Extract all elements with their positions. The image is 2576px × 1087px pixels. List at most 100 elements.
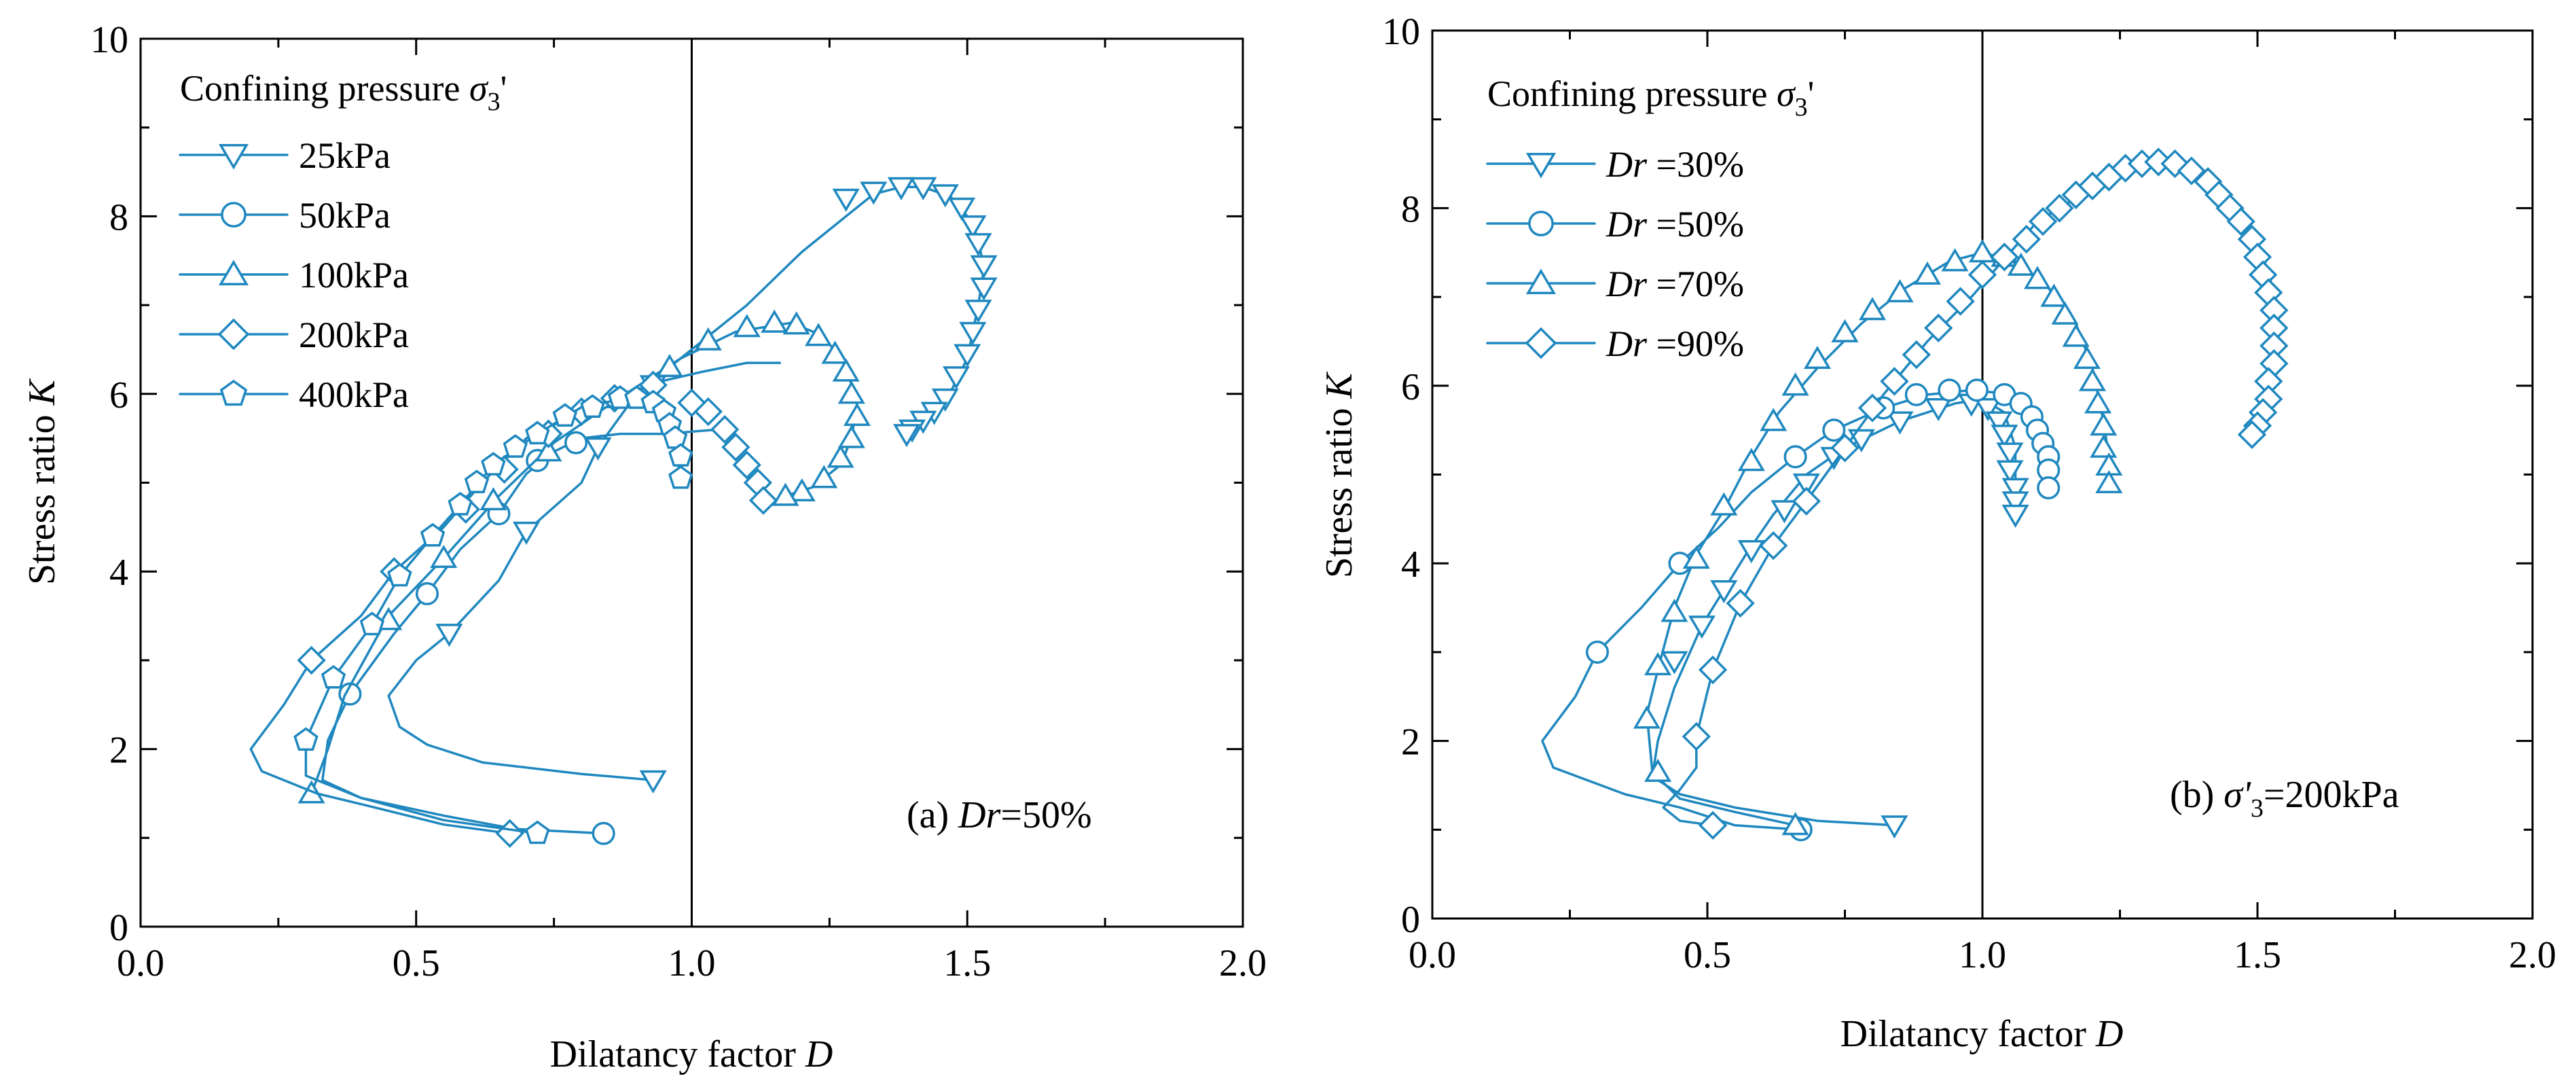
- legend-marker: [1525, 327, 1557, 359]
- data-point: [788, 478, 816, 502]
- data-point: [525, 820, 550, 844]
- data-point: [748, 486, 778, 515]
- legend-label: 400kPa: [299, 374, 409, 415]
- legend-item: Dr =50%: [1486, 204, 1744, 245]
- series-diamond: [1662, 147, 2289, 840]
- data-point: [887, 177, 915, 200]
- data-point: [1661, 599, 1688, 622]
- data-point: [827, 444, 854, 468]
- data-point: [2007, 252, 2035, 276]
- legend-item: 400kPa: [179, 374, 409, 415]
- x-tick-label: 0.5: [1684, 934, 1731, 976]
- data-point: [359, 611, 385, 636]
- x-tick-label: 1.0: [668, 942, 716, 984]
- data-point: [931, 388, 959, 412]
- data-point: [1792, 474, 1820, 497]
- legend-marker: [218, 260, 249, 286]
- data-point: [1886, 411, 1914, 435]
- data-point: [1880, 367, 1909, 396]
- legend-label: Dr =30%: [1606, 144, 1744, 185]
- data-point: [964, 300, 992, 323]
- legend-label: Dr =50%: [1606, 204, 1744, 245]
- data-point: [1682, 721, 1711, 751]
- data-point: [592, 821, 615, 845]
- panel-b-legend: Dr =30% Dr =50% Dr =70% Dr =90%: [1486, 144, 1744, 364]
- y-tick-label: 10: [90, 19, 128, 61]
- legend-item: 50kPa: [179, 195, 391, 236]
- data-point: [832, 188, 860, 212]
- data-point: [2001, 491, 2029, 515]
- legend-item: Dr =90%: [1486, 323, 1744, 364]
- data-point: [435, 624, 463, 647]
- x-tick-label: 0.0: [1409, 934, 1456, 976]
- data-point: [479, 487, 507, 511]
- legend-label: Dr =70%: [1606, 264, 1744, 304]
- data-point: [1781, 372, 1809, 396]
- data-point: [782, 311, 810, 335]
- data-point: [2023, 266, 2052, 289]
- data-point: [2001, 478, 2029, 501]
- data-point: [948, 197, 976, 221]
- data-point: [512, 521, 541, 545]
- panel-a-ticks: 0.0 0.5 1.0 1.5 2.0 0 2 4 6 8 10: [90, 19, 1267, 984]
- legend-marker: [218, 144, 249, 170]
- panel-a-legend: 25kPa 50kPa 100kPa 200kPa 400kPa: [179, 135, 409, 415]
- legend-marker: [221, 202, 247, 228]
- data-point: [1698, 655, 1728, 685]
- x-tick-label: 2.0: [2509, 934, 2556, 976]
- panel-b-series: [1541, 147, 2289, 842]
- data-point: [2012, 224, 2041, 254]
- data-point: [959, 215, 987, 239]
- legend-label: 50kPa: [299, 195, 391, 236]
- legend-marker: [1525, 153, 1557, 179]
- data-point: [1792, 486, 1821, 516]
- data-point: [1759, 531, 1788, 560]
- data-point: [525, 421, 550, 445]
- x-tick-label: 2.0: [1219, 942, 1267, 984]
- data-point: [1974, 397, 2002, 422]
- y-tick-label: 0: [1401, 899, 1420, 941]
- panel-b-annotation: (b) σ'3=200kPa: [2170, 774, 2399, 823]
- data-point: [837, 425, 865, 448]
- y-tick-label: 4: [1401, 544, 1420, 586]
- data-point: [805, 323, 833, 346]
- y-tick-label: 0: [109, 907, 128, 949]
- data-point: [655, 353, 684, 378]
- data-point: [1886, 279, 1914, 303]
- data-point: [693, 397, 723, 427]
- data-point: [832, 358, 860, 382]
- data-point: [534, 438, 562, 462]
- data-point: [1925, 397, 1953, 422]
- x-tick-label: 0.0: [117, 942, 164, 984]
- data-point: [1688, 616, 1716, 639]
- panel-b-x-axis-label: Dilatancy factor D: [1840, 1013, 2124, 1055]
- data-point: [1881, 815, 1908, 839]
- data-point: [2160, 149, 2190, 179]
- data-point: [860, 181, 888, 205]
- data-point: [321, 664, 346, 689]
- legend-item: Dr =30%: [1486, 144, 1744, 185]
- series-pentagon: [293, 385, 693, 844]
- data-point: [710, 414, 740, 444]
- data-point: [1991, 425, 2018, 448]
- x-tick-label: 1.0: [1959, 934, 2006, 976]
- legend-marker: [1525, 268, 1557, 295]
- legend-label: 25kPa: [299, 135, 391, 176]
- data-point: [639, 770, 667, 794]
- x-tick-label: 1.5: [943, 942, 991, 984]
- panel-b: 0.0 0.5 1.0 1.5 2.0 0 2 4 6 8 10 Dilatancy factor …: [1318, 11, 2556, 1055]
- panel-b-ticks: 0.0 0.5 1.0 1.5 2.0 0 2 4 6 8 10: [1382, 11, 2556, 976]
- data-point: [2037, 476, 2061, 500]
- legend-item: 200kPa: [179, 315, 409, 355]
- data-point: [297, 645, 326, 675]
- y-tick-label: 4: [109, 552, 128, 594]
- data-point: [420, 522, 446, 547]
- y-tick-label: 2: [109, 730, 128, 772]
- data-point: [1737, 448, 1765, 471]
- data-point: [1990, 243, 2019, 272]
- data-point: [1661, 651, 1688, 675]
- data-point: [821, 340, 849, 364]
- data-point: [959, 321, 987, 345]
- panel-b-legend-title: Confining pressure σ3': [1487, 73, 1814, 122]
